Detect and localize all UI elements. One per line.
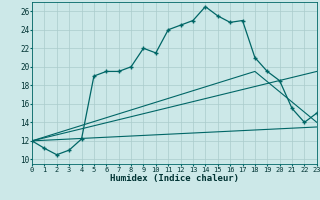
X-axis label: Humidex (Indice chaleur): Humidex (Indice chaleur) (110, 174, 239, 183)
